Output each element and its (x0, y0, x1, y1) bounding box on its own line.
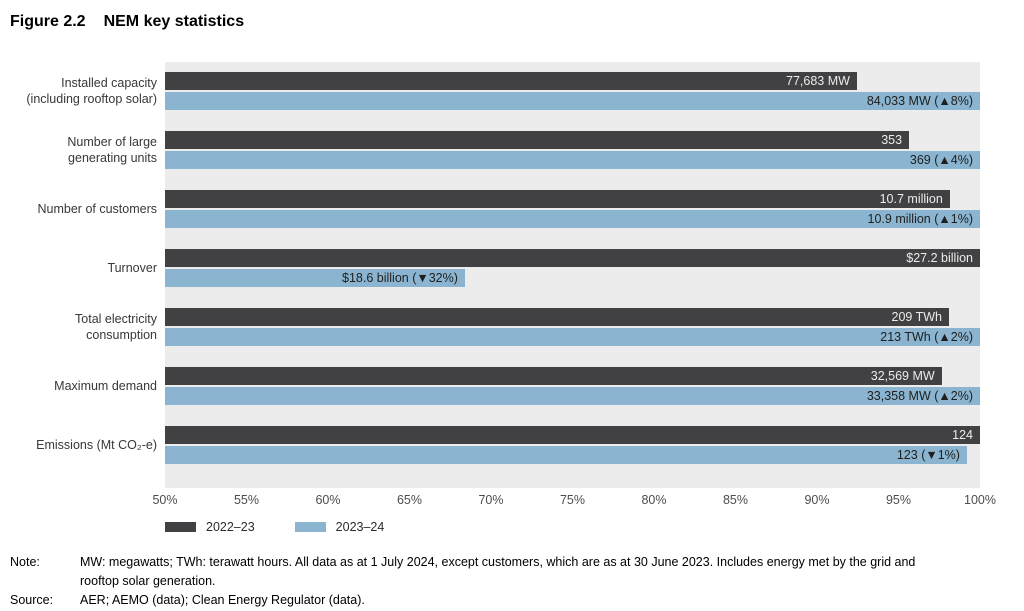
x-tick: 55% (233, 493, 260, 507)
category-label-installed-capacity: Installed capacity (including rooftop so… (0, 72, 157, 110)
bar-2023-24: $18.6 billion (▼32%) (165, 269, 465, 287)
bar-value-label: $27.2 billion (906, 251, 973, 265)
bar-2022-23: 353 (165, 131, 910, 149)
label-line: consumption (86, 328, 157, 342)
source-label: Source: (10, 593, 54, 607)
x-tick: 80% (641, 493, 667, 507)
figure-title-text: NEM key statistics (103, 13, 245, 30)
plot-area: 77,683 MW 84,033 MW (▲8%) 353 369 (▲4%) … (165, 62, 980, 488)
label-line: Turnover (107, 261, 157, 275)
note-text: MW: megawatts; TWh: terawatt hours. All … (80, 555, 916, 588)
bar-group-installed-capacity: 77,683 MW 84,033 MW (▲8%) (165, 72, 980, 110)
bar-value-label: 10.9 million (▲1%) (867, 212, 973, 226)
label-line: Maximum demand (54, 379, 157, 393)
bar-2022-23: 209 TWh (165, 308, 950, 326)
x-tick: 95% (885, 493, 912, 507)
bar-2022-23: $27.2 billion (165, 249, 980, 267)
legend-label: 2022–23 (206, 520, 255, 534)
bar-value-label: 77,683 MW (786, 74, 850, 88)
legend-item-2023-24: 2023–24 (294, 520, 385, 534)
bar-value-label: 10.7 million (879, 192, 943, 206)
bar-2023-24: 33,358 MW (▲2%) (165, 387, 980, 405)
bar-group-customers: 10.7 million 10.9 million (▲1%) (165, 190, 980, 228)
category-label-turnover: Turnover (0, 249, 157, 287)
bar-value-label: $18.6 billion (▼32%) (342, 271, 458, 285)
bar-value-label: 32,569 MW (870, 369, 935, 383)
source-text: AER; AEMO (data); Clean Energy Regulator… (80, 593, 365, 607)
label-line: Installed capacity (61, 76, 157, 90)
bar-group-emissions: 124 123 (▼1%) (165, 426, 980, 464)
bar-value-label: 209 TWh (891, 310, 943, 324)
legend-item-2022-23: 2022–23 (165, 520, 255, 534)
x-tick: 60% (315, 493, 341, 507)
figure-number: Figure 2.2 (10, 13, 86, 30)
bar-2022-23: 32,569 MW (165, 367, 942, 385)
bar-value-label: 213 TWh (▲2%) (880, 330, 973, 344)
bar-2022-23: 10.7 million (165, 190, 950, 208)
bar-2022-23: 77,683 MW (165, 72, 857, 90)
bar-group-maximum-demand: 32,569 MW 33,358 MW (▲2%) (165, 367, 980, 405)
x-tick: 100% (964, 493, 996, 507)
category-label-emissions: Emissions (Mt CO₂-e) (0, 426, 157, 464)
bar-2023-24: 10.9 million (▲1%) (165, 210, 980, 228)
bar-group-consumption: 209 TWh 213 TWh (▲2%) (165, 308, 980, 346)
x-tick: 65% (396, 493, 423, 507)
bar-value-label: 84,033 MW (▲8%) (866, 94, 973, 108)
category-label-consumption: Total electricity consumption (0, 308, 157, 346)
category-label-maximum-demand: Maximum demand (0, 367, 157, 405)
bar-value-label: 353 (881, 133, 903, 147)
bar-2023-24: 369 (▲4%) (165, 151, 980, 169)
bar-group-generating-units: 353 369 (▲4%) (165, 131, 980, 169)
bar-2023-24: 84,033 MW (▲8%) (165, 92, 980, 110)
x-tick: 50% (152, 493, 178, 507)
x-tick: 75% (559, 493, 586, 507)
legend-swatch-2023-24 (294, 522, 326, 532)
bar-value-label: 33,358 MW (▲2%) (866, 389, 973, 403)
x-tick: 90% (804, 493, 830, 507)
legend-swatch-2022-23 (165, 522, 196, 532)
bar-value-label: 124 (952, 428, 973, 442)
figure-title: Figure 2.2 NEM key statistics (10, 13, 244, 31)
category-label-generating-units: Number of large generating units (0, 131, 157, 169)
footnotes: Note: MW: megawatts; TWh: terawatt hours… (10, 553, 925, 610)
label-line: Number of large (67, 135, 157, 149)
label-line: (including rooftop solar) (26, 92, 157, 106)
legend-label: 2023–24 (335, 520, 385, 534)
x-axis: 50% 55% 60% 65% 70% 75% 80% 85% 90% 95% … (152, 493, 996, 509)
bar-value-label: 369 (▲4%) (909, 153, 973, 167)
bar-group-turnover: $27.2 billion $18.6 billion (▼32%) (165, 249, 980, 287)
label-line: Number of customers (37, 202, 157, 216)
bar-2023-24: 123 (▼1%) (165, 446, 967, 464)
note-label: Note: (10, 555, 40, 569)
x-tick: 85% (722, 493, 749, 507)
label-line: Emissions (Mt CO₂-e) (36, 438, 157, 452)
category-label-customers: Number of customers (0, 190, 157, 228)
bar-value-label: 123 (▼1%) (896, 448, 960, 462)
legend: 2022–23 2023–24 (165, 520, 384, 534)
bar-2022-23: 124 (165, 426, 980, 444)
bar-2023-24: 213 TWh (▲2%) (165, 328, 980, 346)
label-line: generating units (68, 151, 157, 165)
label-line: Total electricity (75, 312, 157, 326)
x-tick: 70% (478, 493, 504, 507)
